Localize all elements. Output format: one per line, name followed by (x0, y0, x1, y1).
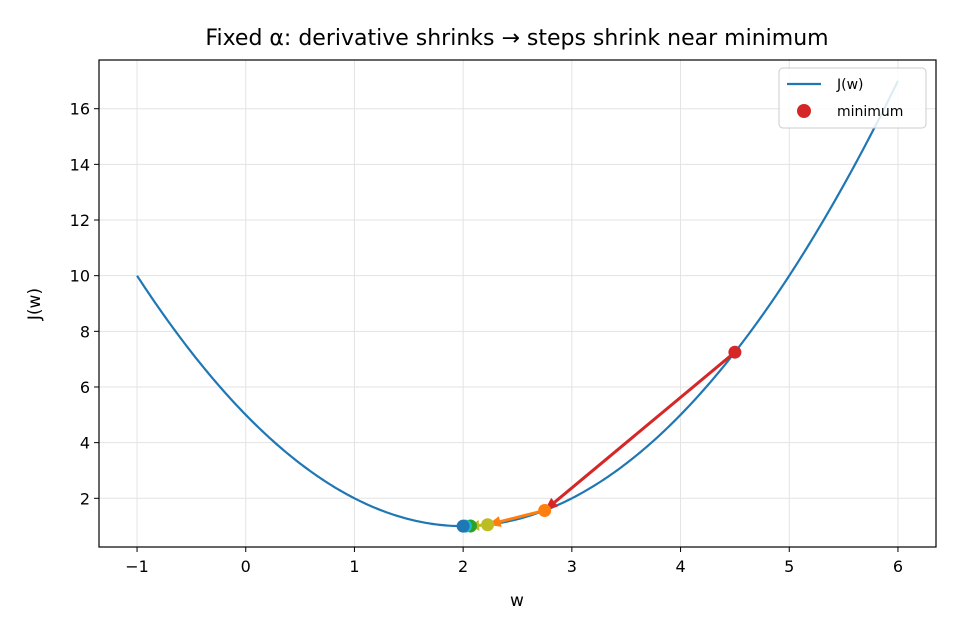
y-tick-label: 2 (80, 489, 90, 508)
point-layer (456, 345, 742, 533)
x-tick-label: 0 (241, 557, 251, 576)
legend-marker-swatch (797, 104, 811, 118)
step-point (456, 519, 470, 533)
legend: J(w) minimum (778, 67, 927, 129)
arrow-layer (470, 351, 736, 531)
legend-label: J(w) (836, 77, 864, 93)
x-tick-label: 5 (784, 557, 794, 576)
y-axis-label: J(w) (25, 288, 45, 321)
y-axis-ticks: 2 4 6 8 10 12 14 16 (70, 100, 99, 508)
x-tick-label: −1 (125, 557, 149, 576)
curve-line (136, 80, 899, 528)
step-point (481, 518, 495, 532)
plot-frame (98, 59, 937, 548)
grid (99, 60, 936, 547)
step-point (538, 503, 552, 517)
x-tick-label: 2 (458, 557, 468, 576)
chart-title: Fixed α: derivative shrinks → steps shri… (205, 26, 828, 51)
step-arrow-shaft (553, 351, 736, 504)
x-tick-label: 3 (567, 557, 577, 576)
x-tick-label: 1 (349, 557, 359, 576)
y-tick-label: 10 (70, 267, 90, 286)
x-tick-label: 4 (675, 557, 685, 576)
x-axis-ticks: −1 0 1 2 3 4 5 6 (125, 547, 903, 576)
legend-label: minimum (837, 104, 903, 120)
step-arrow-shaft (499, 509, 546, 524)
curve-layer (136, 80, 899, 528)
step-point (728, 345, 742, 359)
x-axis-label: w (510, 591, 524, 611)
y-tick-label: 14 (70, 155, 90, 174)
y-tick-label: 12 (70, 211, 90, 230)
y-tick-label: 8 (80, 322, 90, 341)
y-tick-label: 4 (80, 434, 90, 453)
y-tick-label: 16 (70, 100, 90, 119)
y-tick-label: 6 (80, 378, 90, 397)
x-tick-label: 6 (893, 557, 903, 576)
